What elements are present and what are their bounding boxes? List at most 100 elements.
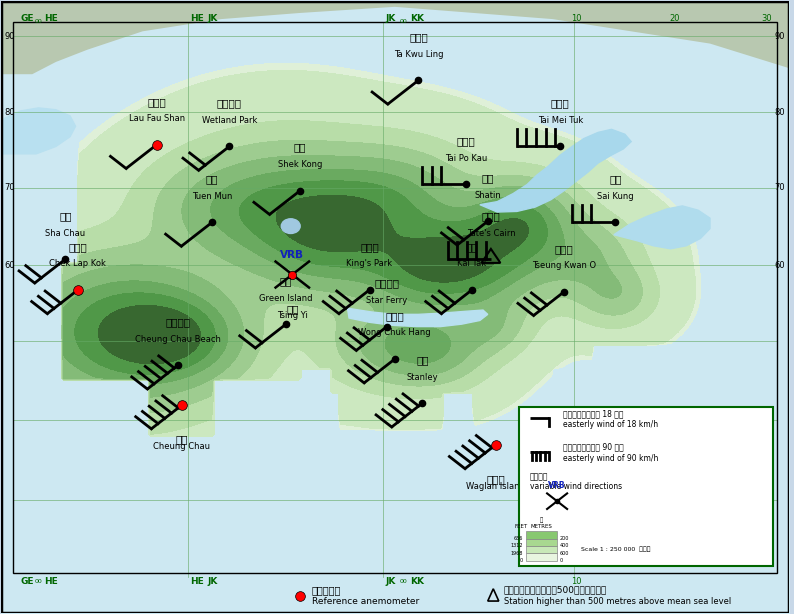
Polygon shape bbox=[348, 308, 488, 327]
Text: 1968: 1968 bbox=[511, 551, 523, 556]
Text: JK: JK bbox=[385, 577, 395, 586]
Text: JK: JK bbox=[207, 14, 218, 23]
Text: 天星碼頭: 天星碼頭 bbox=[375, 279, 399, 289]
Text: 屯門: 屯門 bbox=[206, 174, 218, 184]
Text: easterly wind of 18 km/h: easterly wind of 18 km/h bbox=[564, 420, 658, 429]
Text: variable wind directions: variable wind directions bbox=[530, 482, 622, 491]
Text: 流浮山: 流浮山 bbox=[148, 96, 166, 107]
Text: 東風，風速每小時 18 公里: 東風，風速每小時 18 公里 bbox=[564, 409, 624, 418]
Text: 沙田: 沙田 bbox=[481, 173, 494, 183]
Text: 石崗: 石崗 bbox=[294, 142, 306, 153]
Text: 大老山: 大老山 bbox=[481, 211, 500, 221]
Text: 1312: 1312 bbox=[511, 543, 523, 548]
Text: Tai Po Kau: Tai Po Kau bbox=[445, 154, 487, 163]
Text: VRB: VRB bbox=[549, 481, 566, 490]
Circle shape bbox=[281, 219, 300, 233]
Text: 西貢: 西貢 bbox=[609, 174, 622, 184]
Text: 長洲: 長洲 bbox=[175, 435, 188, 445]
Bar bbox=[526, 546, 557, 553]
Polygon shape bbox=[1, 1, 788, 74]
Text: KK: KK bbox=[410, 577, 425, 586]
Text: 米
METRES: 米 METRES bbox=[530, 518, 553, 529]
Text: 10: 10 bbox=[571, 577, 581, 586]
Text: Lau Fau Shan: Lau Fau Shan bbox=[129, 114, 185, 123]
Text: 70: 70 bbox=[774, 183, 785, 192]
Text: HE: HE bbox=[44, 577, 58, 586]
Text: Tai Mei Tuk: Tai Mei Tuk bbox=[538, 116, 583, 125]
Bar bbox=[526, 538, 557, 546]
Text: 赤鱵角: 赤鱵角 bbox=[68, 242, 87, 252]
Text: 打鼓嶺: 打鼓嶺 bbox=[409, 33, 428, 42]
Text: easterly wind of 90 km/h: easterly wind of 90 km/h bbox=[564, 454, 659, 463]
Text: 200: 200 bbox=[560, 536, 569, 541]
Text: 00: 00 bbox=[399, 19, 407, 24]
Text: Ta Kwu Ling: Ta Kwu Ling bbox=[394, 50, 443, 59]
Text: 10: 10 bbox=[571, 14, 581, 23]
Text: Kai Tak: Kai Tak bbox=[457, 259, 487, 268]
Text: Stanley: Stanley bbox=[407, 373, 438, 381]
Text: JK: JK bbox=[207, 577, 218, 586]
Text: 0: 0 bbox=[520, 558, 523, 563]
Text: HE: HE bbox=[44, 14, 58, 23]
Text: 將軍澐: 將軍澐 bbox=[555, 244, 573, 254]
Text: VRB: VRB bbox=[280, 250, 304, 260]
Text: 風向不定: 風向不定 bbox=[530, 472, 548, 481]
Text: Sai Kung: Sai Kung bbox=[597, 192, 634, 201]
FancyBboxPatch shape bbox=[519, 408, 773, 565]
Text: Chek Lap Kok: Chek Lap Kok bbox=[49, 259, 106, 268]
Text: Tseung Kwan O: Tseung Kwan O bbox=[532, 261, 596, 270]
Text: Tuen Mun: Tuen Mun bbox=[191, 192, 232, 201]
Text: Wong Chuk Hang: Wong Chuk Hang bbox=[358, 328, 431, 338]
Text: FEET: FEET bbox=[515, 524, 527, 529]
Text: GE: GE bbox=[21, 577, 34, 586]
Text: King's Park: King's Park bbox=[346, 259, 392, 268]
Text: 橫瀾島: 橫瀾島 bbox=[486, 474, 505, 484]
Text: 656: 656 bbox=[514, 536, 523, 541]
Text: 京士柏: 京士柏 bbox=[360, 242, 379, 252]
Text: 400: 400 bbox=[560, 543, 569, 548]
Text: 東風，風速每小時 90 公里: 東風，風速每小時 90 公里 bbox=[564, 443, 624, 452]
Polygon shape bbox=[1, 108, 75, 154]
Bar bbox=[526, 531, 557, 538]
Text: GE: GE bbox=[21, 14, 34, 23]
Text: Reference anemometer: Reference anemometer bbox=[312, 597, 419, 605]
Text: 啟德: 啟德 bbox=[466, 242, 478, 252]
Text: 00: 00 bbox=[35, 19, 42, 24]
Text: Sha Chau: Sha Chau bbox=[45, 228, 86, 238]
Text: Cheung Chau Beach: Cheung Chau Beach bbox=[135, 335, 221, 344]
Text: 00: 00 bbox=[35, 579, 42, 584]
Text: Star Ferry: Star Ferry bbox=[366, 296, 407, 305]
Text: Shek Kong: Shek Kong bbox=[278, 160, 322, 169]
Text: 70: 70 bbox=[5, 183, 15, 192]
Text: 長洲泳灘: 長洲泳灘 bbox=[165, 317, 191, 327]
Text: Tate's Cairn: Tate's Cairn bbox=[467, 228, 515, 238]
Text: Shatin: Shatin bbox=[474, 190, 501, 200]
Text: 80: 80 bbox=[5, 107, 15, 117]
Text: KK: KK bbox=[410, 14, 425, 23]
Text: 60: 60 bbox=[5, 261, 15, 270]
Text: 80: 80 bbox=[774, 107, 785, 117]
Text: Cheung Chau: Cheung Chau bbox=[153, 442, 210, 451]
Text: Station higher than 500 metres above mean sea level: Station higher than 500 metres above mea… bbox=[503, 597, 730, 605]
Text: 青洲: 青洲 bbox=[279, 276, 292, 286]
Text: 60: 60 bbox=[774, 261, 785, 270]
Text: 青衣: 青衣 bbox=[286, 304, 299, 314]
Polygon shape bbox=[480, 130, 631, 212]
Text: HE: HE bbox=[190, 14, 203, 23]
Text: 濕地公園: 濕地公園 bbox=[217, 98, 241, 109]
Text: 沙洲: 沙洲 bbox=[59, 211, 71, 221]
Text: Waglan Island: Waglan Island bbox=[466, 481, 525, 491]
Bar bbox=[526, 553, 557, 561]
Text: 該站位於離平均海平面500米以上的地方: 該站位於離平均海平面500米以上的地方 bbox=[503, 586, 607, 594]
Text: Wetland Park: Wetland Park bbox=[202, 116, 257, 125]
Text: JK: JK bbox=[385, 14, 395, 23]
Text: 00: 00 bbox=[399, 579, 407, 584]
Polygon shape bbox=[614, 206, 710, 249]
Text: Scale 1 : 250 000  比例尺: Scale 1 : 250 000 比例尺 bbox=[580, 547, 650, 553]
Text: 600: 600 bbox=[560, 551, 569, 556]
Text: 30: 30 bbox=[761, 14, 772, 23]
Text: 參考測風站: 參考測風站 bbox=[312, 585, 341, 595]
Text: HE: HE bbox=[190, 577, 203, 586]
Text: Tsing Yi: Tsing Yi bbox=[277, 311, 308, 321]
Text: 20: 20 bbox=[669, 14, 680, 23]
